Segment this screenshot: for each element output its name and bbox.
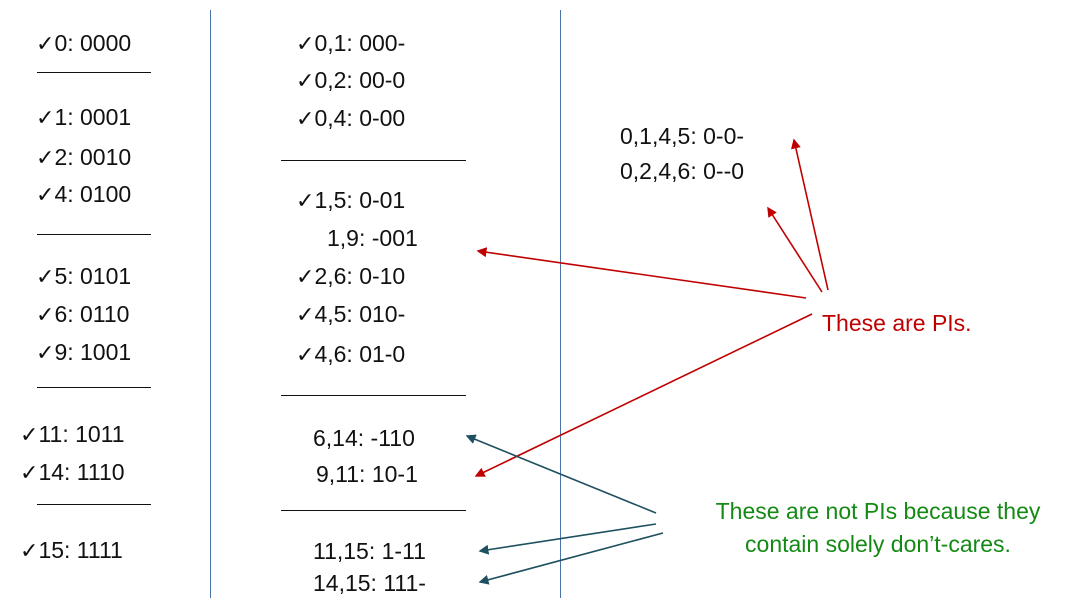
col1-entry-text: 6: 0110 (54, 301, 130, 327)
col2-entry: ✓0,4: 0-00 (296, 104, 405, 134)
col2-entry-unchecked: 14,15: 111- (313, 569, 426, 597)
pi-arrow-to-9-11 (474, 313, 813, 477)
pis-annotation: These are PIs. (822, 310, 972, 336)
pi-arrow-to-1-9 (476, 247, 807, 299)
col2-entry-unchecked: 6,14: -110 (313, 424, 415, 452)
col2-entry-text: 6,14: -110 (313, 425, 415, 451)
col1-entry-text: 5: 0101 (54, 263, 132, 289)
col1-entry-text: 15: 1111 (38, 537, 123, 563)
check-icon: ✓ (20, 423, 39, 448)
check-icon: ✓ (36, 146, 55, 171)
col1-group-separator (37, 72, 151, 73)
col3-entry: 0,2,4,6: 0--0 (620, 157, 744, 185)
check-icon: ✓ (36, 341, 55, 366)
col1-entry: ✓6: 0110 (36, 300, 129, 330)
col1-entry-text: 4: 0100 (54, 181, 132, 207)
column-divider-right (560, 10, 561, 598)
col2-entry-text: 1,9: -001 (327, 225, 418, 251)
pi-arrow-to-0145 (791, 138, 829, 291)
col2-entry-unchecked: 9,11: 10-1 (316, 460, 418, 488)
col2-entry: ✓0,1: 000- (296, 29, 405, 59)
col1-entry: ✓11: 1011 (20, 420, 125, 450)
col1-entry: ✓5: 0101 (36, 262, 131, 292)
check-icon: ✓ (296, 69, 315, 94)
col2-entry-text: 0,4: 0-00 (314, 105, 406, 131)
check-icon: ✓ (296, 265, 315, 290)
col2-entry: ✓4,5: 010- (296, 300, 405, 330)
col2-entry: ✓4,6: 01-0 (296, 340, 405, 370)
col2-group-separator (281, 160, 466, 161)
check-icon: ✓ (20, 539, 39, 564)
not-pi-arrow-to-11-15 (478, 523, 657, 555)
col2-entry-text: 14,15: 111- (313, 570, 426, 596)
col1-entry: ✓1: 0001 (36, 103, 131, 133)
check-icon: ✓ (36, 265, 55, 290)
check-icon: ✓ (296, 343, 315, 368)
col1-entry-text: 0: 0000 (54, 30, 132, 56)
col2-entry-text: 2,6: 0-10 (314, 263, 406, 289)
col1-entry: ✓2: 0010 (36, 143, 131, 173)
check-icon: ✓ (36, 32, 55, 57)
col1-entry: ✓4: 0100 (36, 180, 131, 210)
col1-group-separator (37, 234, 151, 235)
col1-entry-text: 9: 1001 (54, 339, 132, 365)
col2-group-separator (281, 510, 466, 511)
column-divider-left (210, 10, 211, 598)
not-pis-annotation-line2: contain solely don’t-cares. (745, 531, 1011, 557)
col1-entry-text: 2: 0010 (54, 144, 132, 170)
col1-entry: ✓14: 1110 (20, 458, 125, 488)
col1-entry: ✓15: 1111 (20, 536, 123, 566)
col2-entry-text: 0,2: 00-0 (314, 67, 406, 93)
col3-entry-text: 0,2,4,6: 0--0 (620, 158, 745, 184)
not-pi-arrow-to-14-15 (478, 532, 664, 585)
check-icon: ✓ (36, 106, 55, 131)
check-icon: ✓ (296, 303, 315, 328)
col1-entry: ✓9: 1001 (36, 338, 131, 368)
col2-entry: ✓2,6: 0-10 (296, 262, 405, 292)
pi-arrow-to-0246 (767, 206, 823, 293)
col2-entry-text: 4,6: 01-0 (314, 341, 406, 367)
col2-entry: ✓1,5: 0-01 (296, 186, 405, 216)
check-icon: ✓ (296, 32, 315, 57)
col2-entry-unchecked: 1,9: -001 (327, 224, 418, 252)
check-icon: ✓ (36, 183, 55, 208)
col2-entry-text: 9,11: 10-1 (316, 461, 418, 487)
col3-entry: 0,1,4,5: 0-0- (620, 122, 744, 150)
col2-entry-text: 4,5: 010- (314, 301, 406, 327)
col2-entry-text: 1,5: 0-01 (314, 187, 406, 213)
col2-entry-unchecked: 11,15: 1-11 (313, 537, 426, 565)
col1-entry-text: 11: 1011 (38, 421, 125, 447)
col1-entry-text: 14: 1110 (38, 459, 125, 485)
check-icon: ✓ (36, 303, 55, 328)
check-icon: ✓ (296, 189, 315, 214)
not-pis-annotation-line1: These are not PIs because they (715, 498, 1041, 524)
col2-entry-text: 0,1: 000- (314, 30, 406, 56)
col3-entry-text: 0,1,4,5: 0-0- (620, 123, 745, 149)
not-pis-annotation: These are not PIs because they contain s… (678, 495, 1078, 561)
col1-entry-text: 1: 0001 (54, 104, 132, 130)
col1-group-separator (37, 387, 151, 388)
check-icon: ✓ (296, 107, 315, 132)
col2-entry-text: 11,15: 1-11 (313, 538, 426, 564)
check-icon: ✓ (20, 461, 39, 486)
not-pi-arrow-to-6-14 (465, 434, 657, 514)
col1-entry: ✓0: 0000 (36, 29, 131, 59)
col1-group-separator (37, 504, 151, 505)
col2-group-separator (281, 395, 466, 396)
col2-entry: ✓0,2: 00-0 (296, 66, 405, 96)
